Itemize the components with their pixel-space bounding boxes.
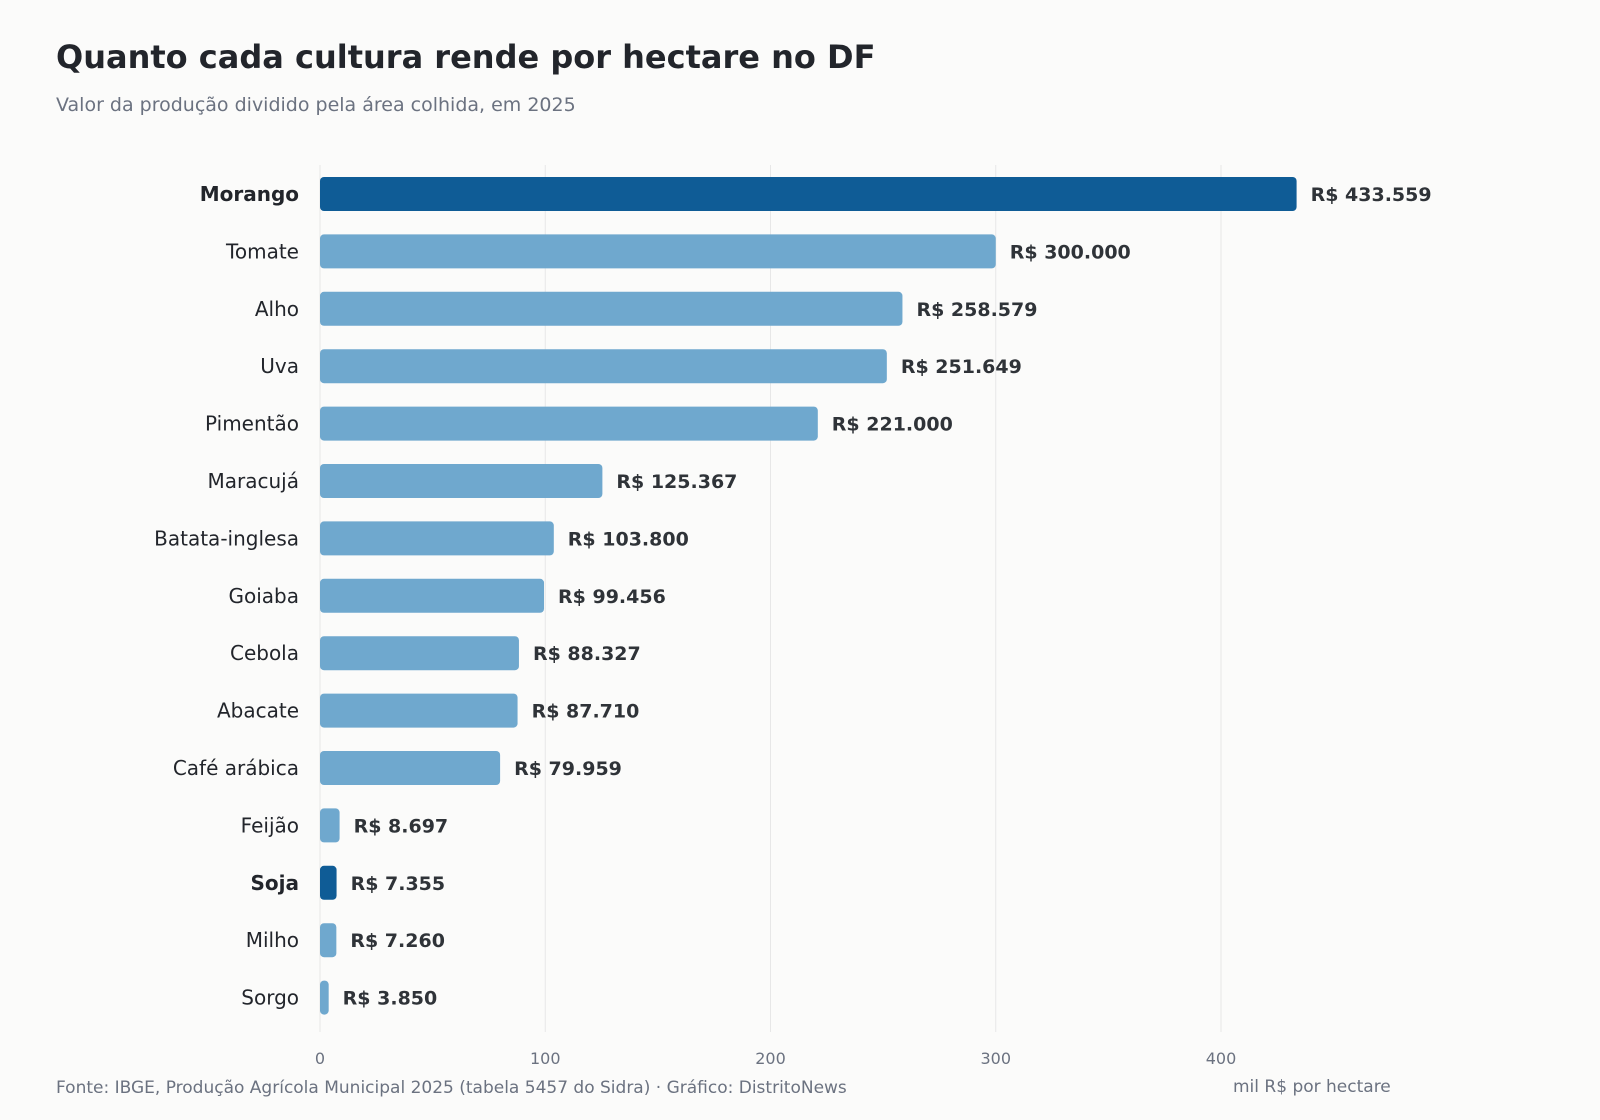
value-label: R$ 258.579: [916, 299, 1037, 321]
chart-title: Quanto cada cultura rende por hectare no…: [56, 38, 876, 76]
bar-goiaba: [320, 578, 545, 613]
x-tick-label: 300: [980, 1049, 1011, 1068]
value-label: R$ 221.000: [832, 414, 953, 436]
category-label: Abacate: [217, 699, 299, 723]
x-axis-ticks: 0 100 200 300 400: [315, 1049, 1236, 1068]
value-label: R$ 251.649: [901, 356, 1022, 378]
bar-tomate: [320, 234, 996, 269]
bars: [320, 177, 1297, 1015]
category-label: Cebola: [230, 641, 299, 665]
category-label: Sorgo: [241, 986, 299, 1010]
bar-caf-ar-bica: [320, 751, 501, 785]
value-labels: R$ 433.559 R$ 300.000 R$ 258.579 R$ 251.649…: [343, 184, 1432, 1010]
x-tick-label: 0: [315, 1049, 325, 1068]
category-label: Milho: [246, 928, 299, 952]
bar-batata-inglesa: [320, 521, 554, 556]
value-label: R$ 8.697: [354, 815, 449, 837]
category-label: Morango: [200, 182, 299, 206]
x-tick-label: 100: [530, 1049, 561, 1068]
category-label: Café arábica: [173, 756, 299, 780]
category-label: Pimentão: [205, 412, 299, 436]
category-labels: Morango Tomate Alho Uva Pimentão Maracujá Bata…: [154, 182, 299, 1010]
bar-alho: [320, 291, 903, 326]
value-label: R$ 125.367: [616, 471, 737, 493]
value-label: R$ 7.355: [351, 873, 446, 895]
source-note: Fonte: IBGE, Produção Agrícola Municipal…: [56, 1078, 847, 1098]
value-label: R$ 99.456: [558, 586, 666, 608]
category-label: Alho: [255, 297, 299, 321]
value-label: R$ 433.559: [1311, 184, 1432, 206]
bar-milho: [320, 923, 337, 958]
category-label: Feijão: [241, 813, 299, 837]
category-label: Soja: [251, 871, 300, 895]
category-label: Tomate: [225, 239, 299, 263]
category-label: Uva: [260, 354, 299, 378]
bar-maracuj-: [320, 464, 603, 498]
bar-feij-o: [320, 808, 340, 843]
category-label: Goiaba: [229, 584, 300, 608]
chart-subtitle: Valor da produção dividido pela área col…: [56, 94, 576, 116]
bar-cebola: [320, 636, 519, 671]
bar-sorgo: [320, 980, 329, 1015]
value-label: R$ 88.327: [533, 643, 641, 665]
bar-morango: [320, 177, 1297, 211]
x-tick-label: 400: [1206, 1049, 1237, 1068]
value-label: R$ 103.800: [568, 528, 689, 550]
x-axis-unit-label: mil R$ por hectare: [1233, 1077, 1391, 1097]
bar-uva: [320, 349, 887, 384]
category-label: Batata-inglesa: [154, 526, 299, 550]
value-label: R$ 79.959: [514, 758, 622, 780]
value-label: R$ 87.710: [532, 701, 640, 723]
category-label: Maracujá: [208, 469, 299, 493]
value-label: R$ 300.000: [1010, 241, 1131, 263]
bar-abacate: [320, 693, 518, 728]
x-tick-label: 200: [755, 1049, 786, 1068]
value-label: R$ 7.260: [350, 930, 445, 952]
bar-soja: [320, 865, 337, 900]
bar-piment-o: [320, 406, 818, 441]
value-label: R$ 3.850: [343, 988, 438, 1010]
